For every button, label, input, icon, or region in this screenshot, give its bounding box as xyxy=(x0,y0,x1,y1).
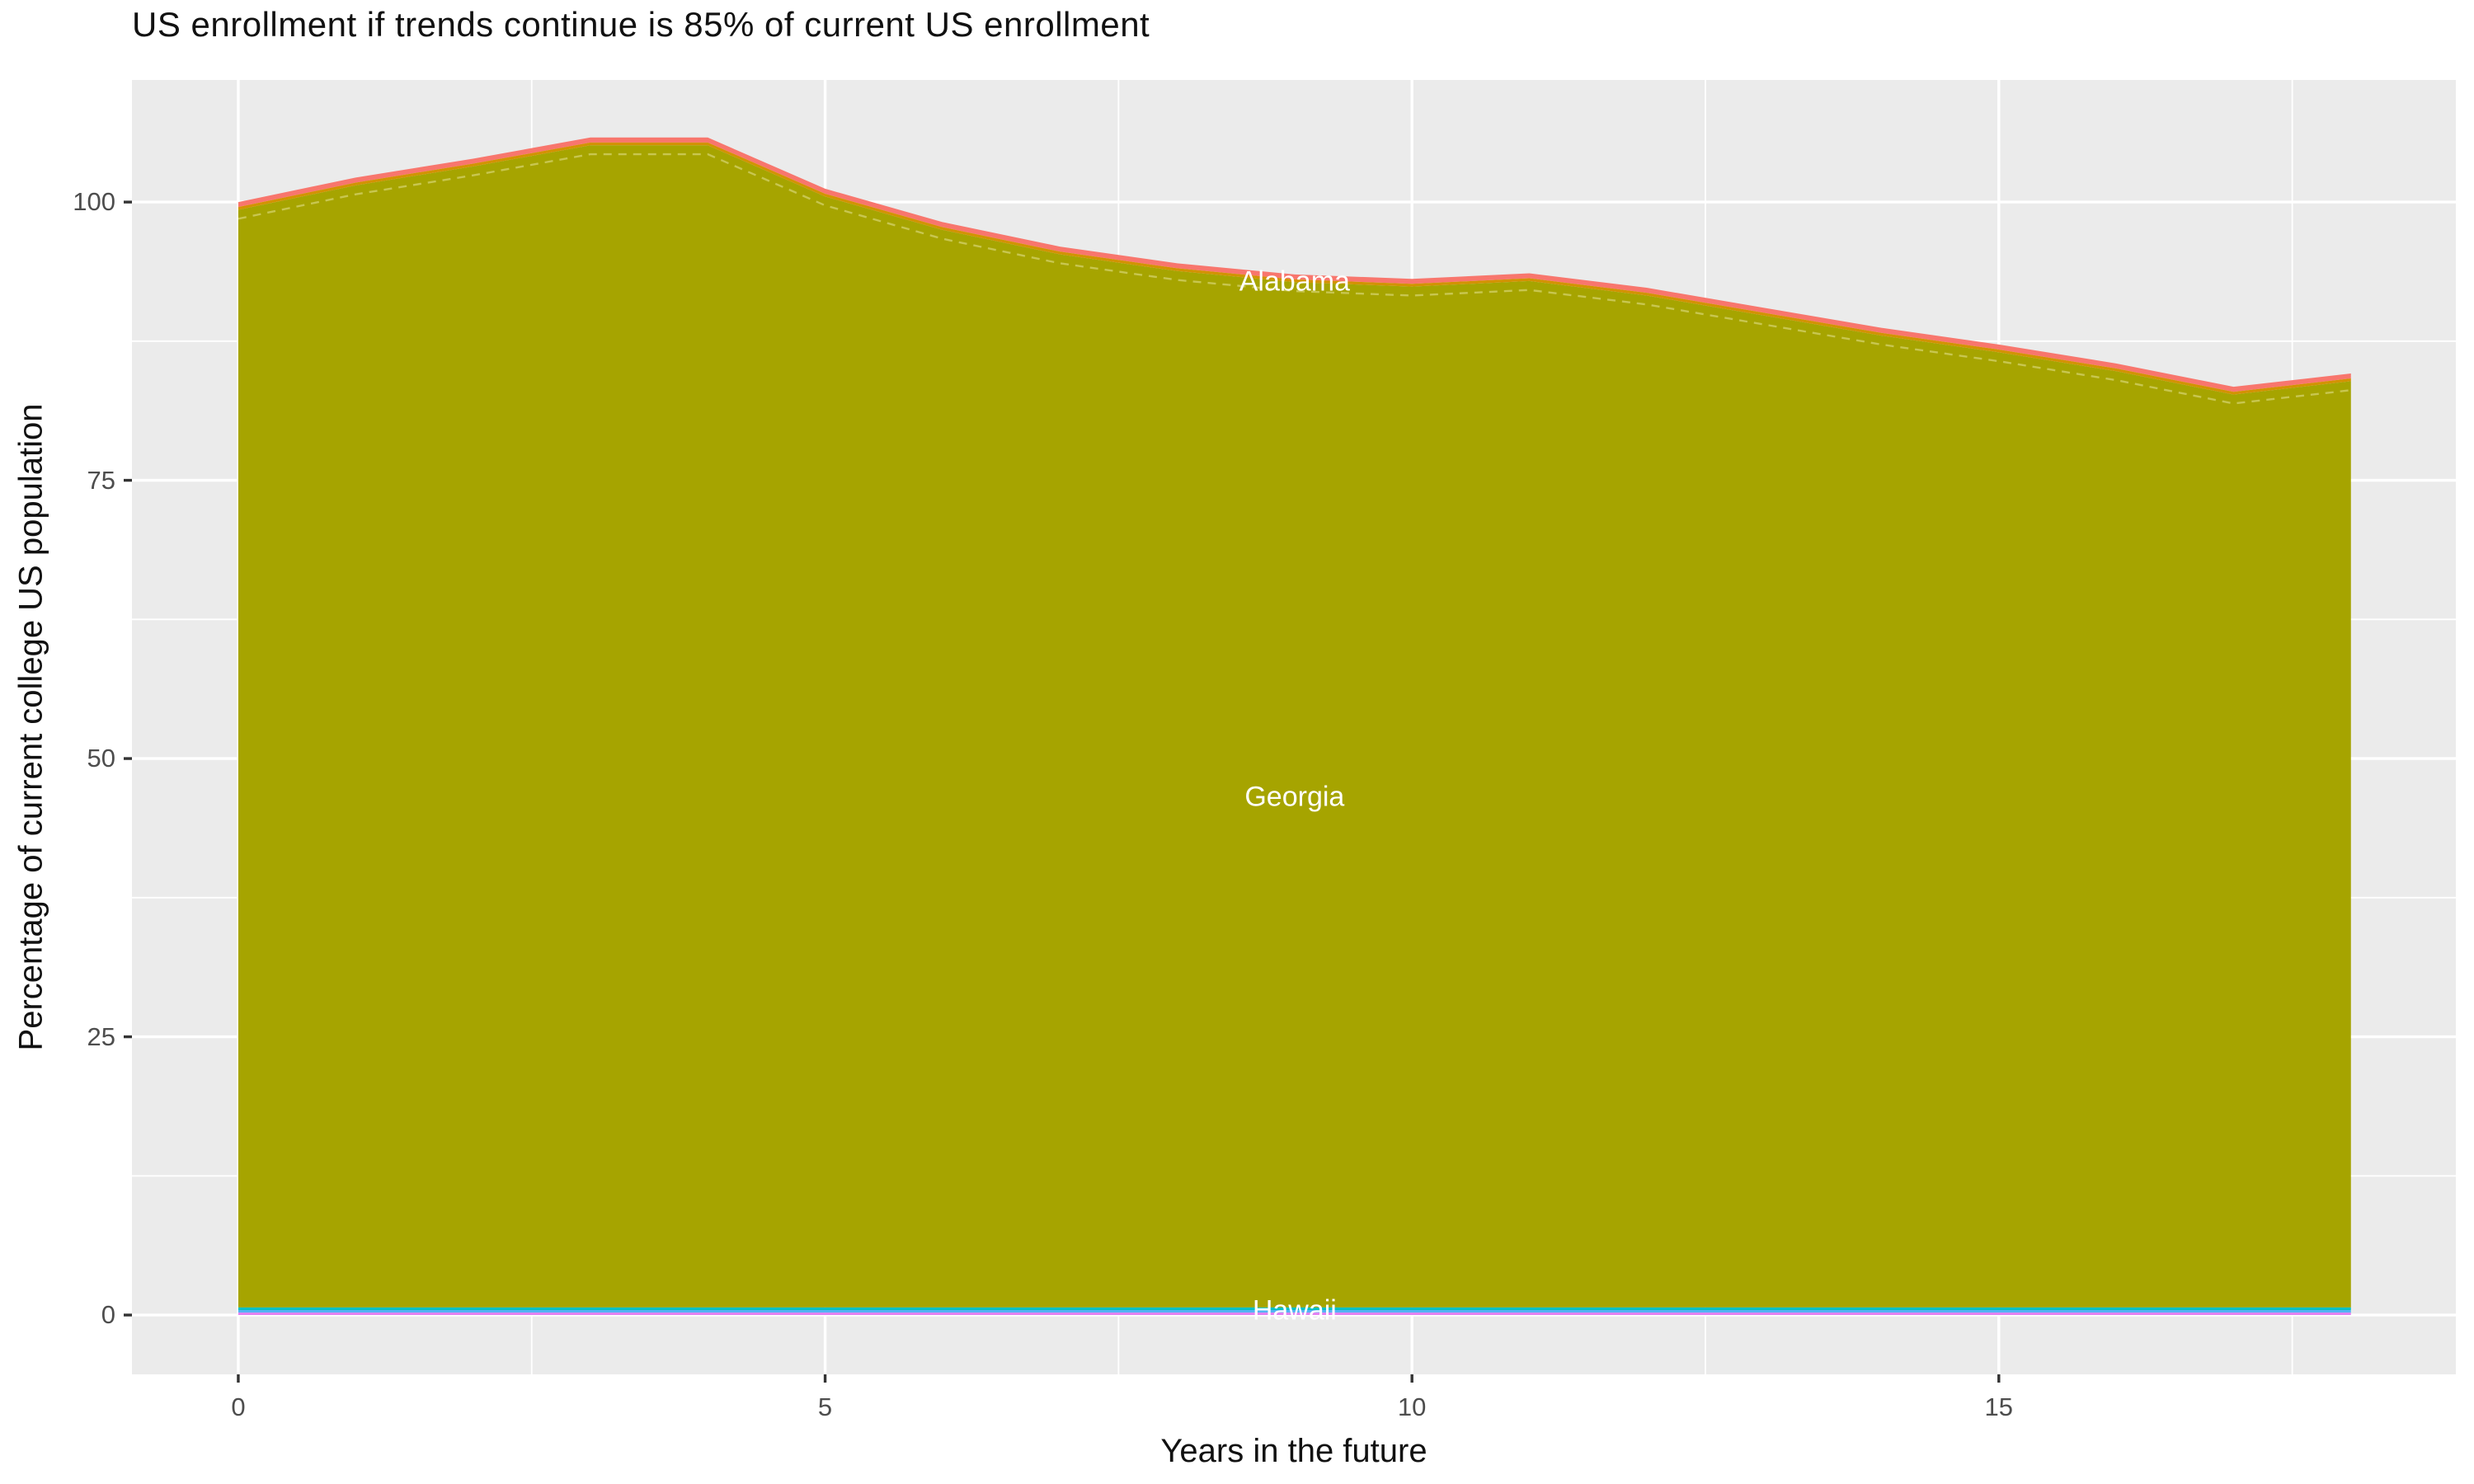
x-tick-label: 15 xyxy=(1984,1392,2014,1421)
area-layer-alabama-band xyxy=(238,137,2351,392)
area-label-hawaii: Hawaii xyxy=(1252,1294,1337,1327)
area-label-georgia: Georgia xyxy=(1244,781,1345,813)
y-axis-title: Percentage of current college US populat… xyxy=(12,403,49,1051)
y-tick-label: 25 xyxy=(87,1021,115,1051)
x-tick-label: 5 xyxy=(817,1392,833,1421)
area-layer-azure-band xyxy=(238,1309,2351,1313)
x-tick-label: 0 xyxy=(231,1392,246,1421)
chart-title: US enrollment if trends continue is 85% … xyxy=(132,5,1150,44)
area-layer-magenta-band xyxy=(238,1313,2351,1316)
y-tick-label: 75 xyxy=(87,465,115,495)
inner-boundary-line xyxy=(238,153,2351,405)
area-layer-gold-band xyxy=(238,142,2351,395)
y-tick-label: 100 xyxy=(73,187,115,217)
y-tick-label: 50 xyxy=(87,744,115,773)
x-tick-label: 10 xyxy=(1397,1392,1427,1421)
y-tick-label: 0 xyxy=(101,1300,115,1330)
area-layer-georgia-area xyxy=(238,145,2351,1308)
x-axis-title: Years in the future xyxy=(1160,1433,1427,1469)
area-layer-hawaii-band xyxy=(238,1307,2351,1310)
area-label-alabama: Alabama xyxy=(1239,265,1350,298)
